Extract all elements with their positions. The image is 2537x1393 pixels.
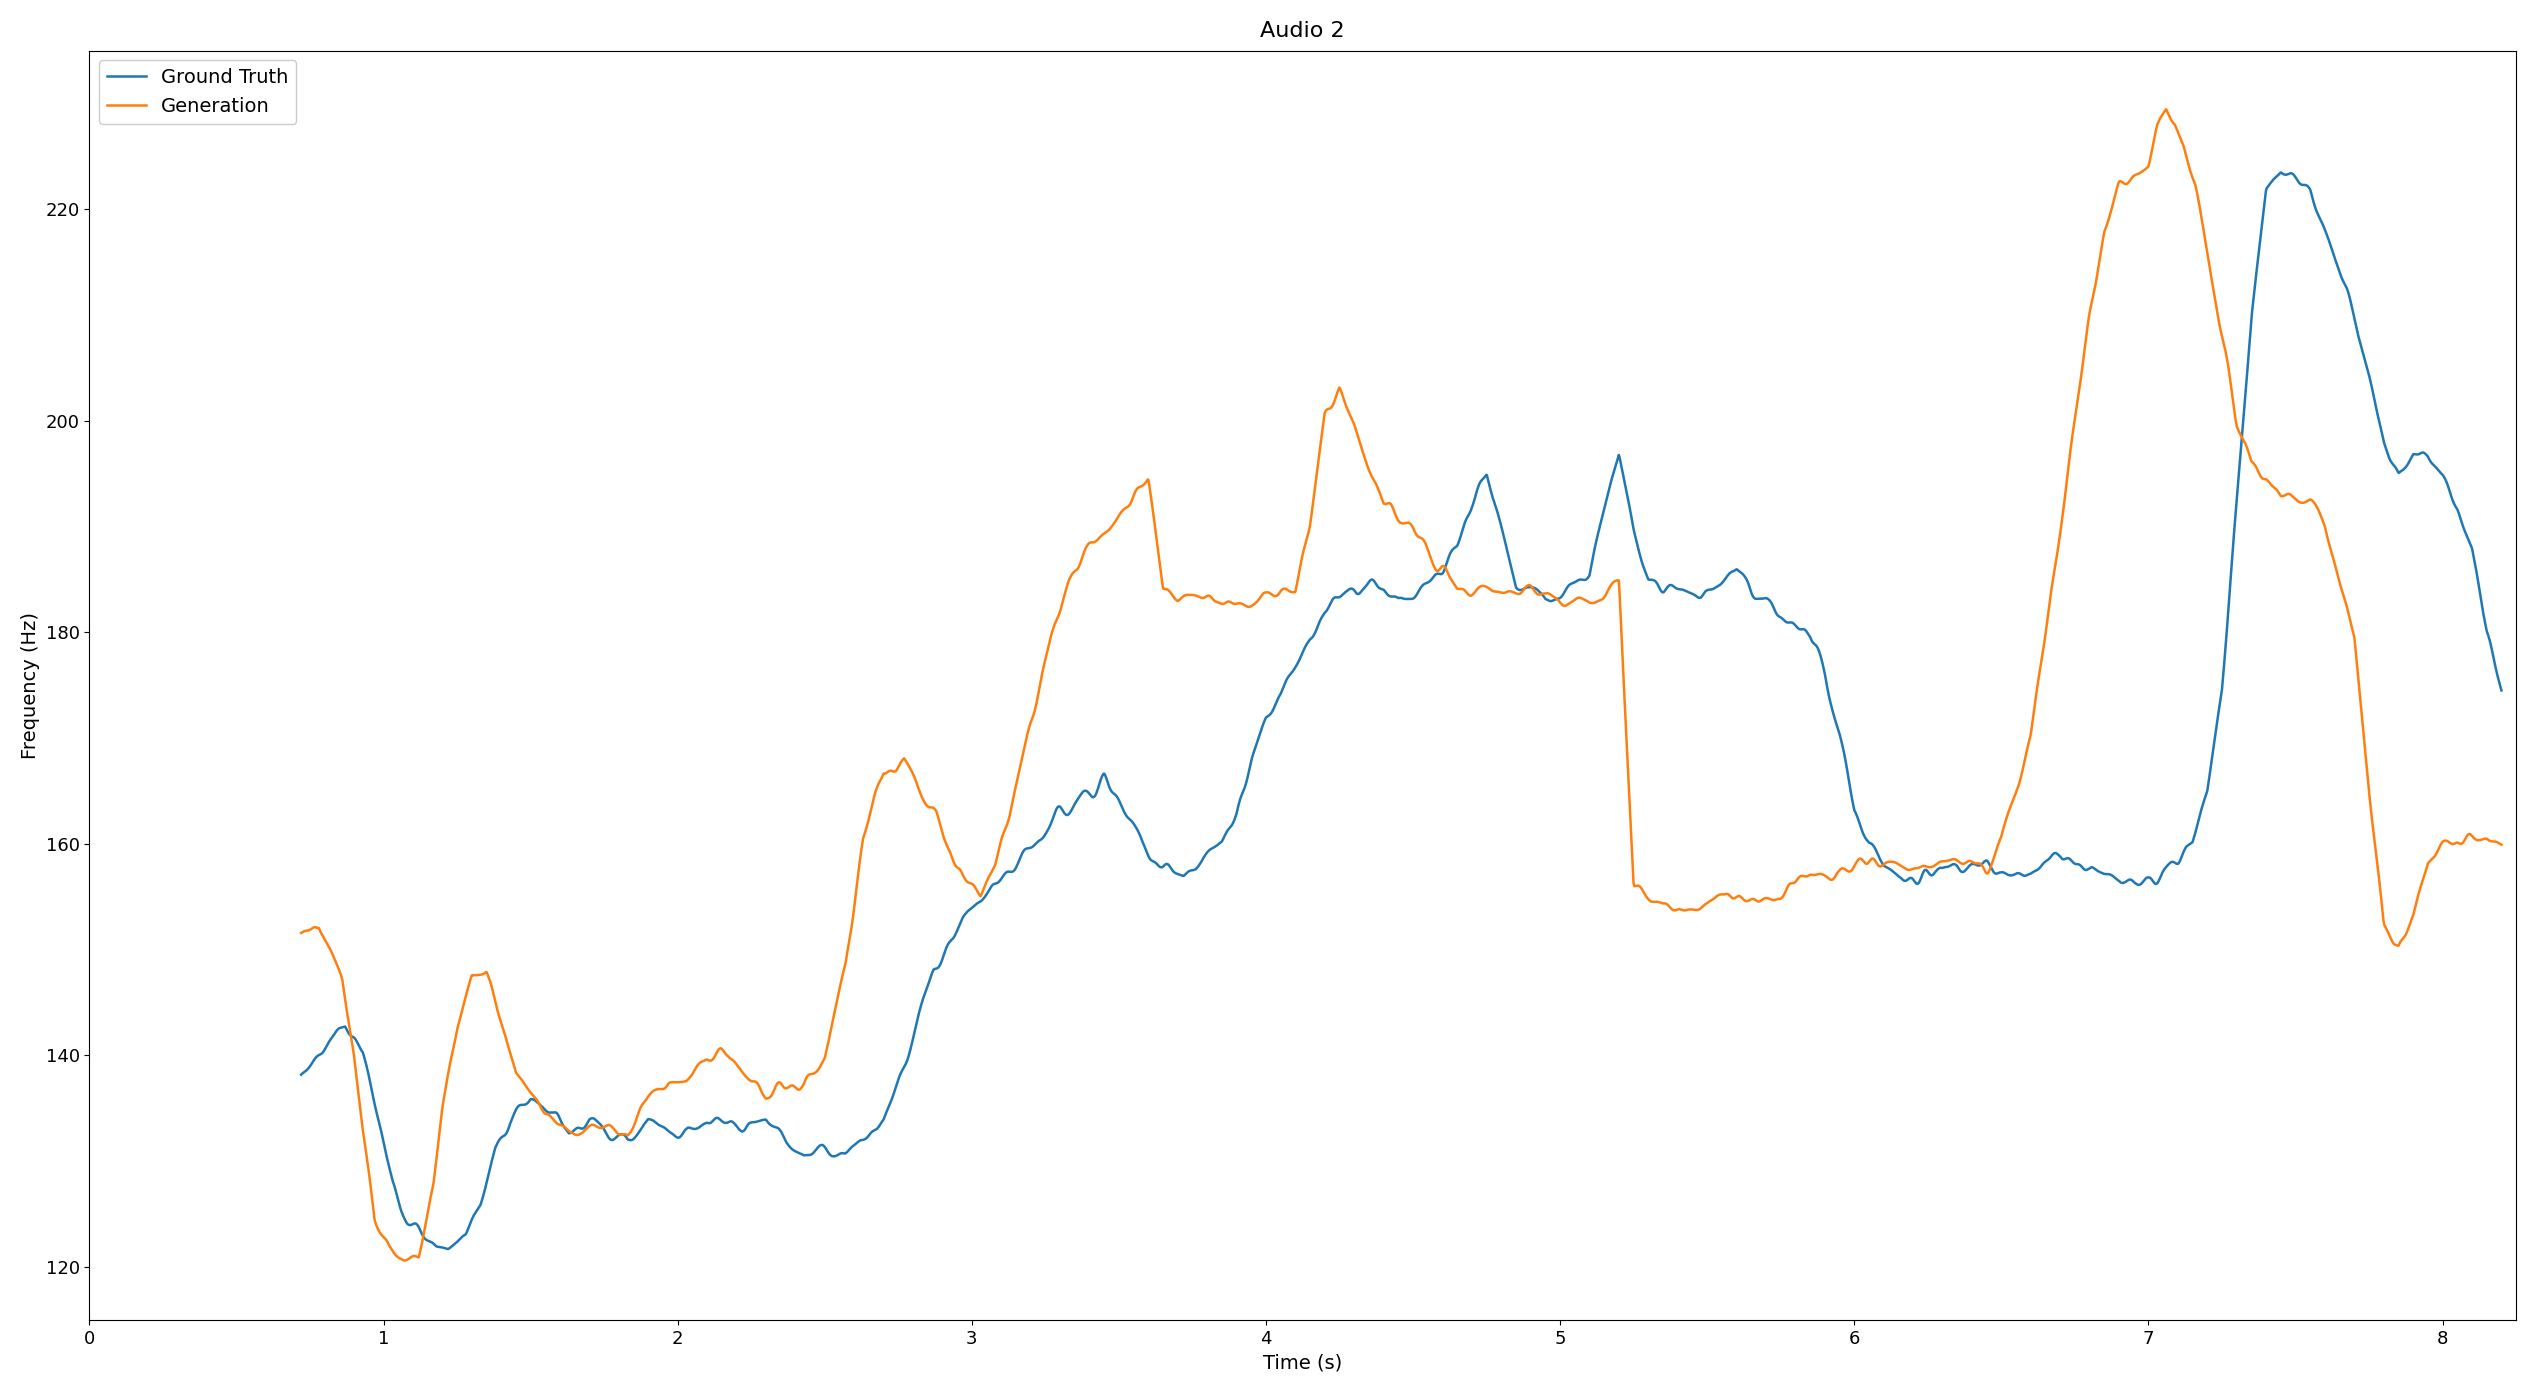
X-axis label: Time (s): Time (s) [1263, 1353, 1342, 1372]
Generation [667, 1074, 698, 1091]
Ground Truth [667, 1124, 698, 1141]
Line: Generation: Generation [302, 109, 2501, 1261]
Generation [388, 1252, 419, 1269]
Ground Truth [2207, 681, 2238, 698]
Ground Truth [434, 1241, 464, 1258]
Generation [2151, 100, 2182, 117]
Ground Truth [1132, 841, 1162, 858]
Ground Truth [538, 1105, 568, 1121]
Generation [2446, 836, 2476, 853]
Generation [287, 925, 317, 942]
Ground Truth [287, 1067, 317, 1084]
Ground Truth [2266, 164, 2296, 181]
Generation [2486, 836, 2517, 853]
Title: Audio 2: Audio 2 [1261, 21, 1345, 40]
Ground Truth [2486, 683, 2517, 699]
Generation [538, 1110, 568, 1127]
Ground Truth [2446, 507, 2476, 524]
Generation [2207, 330, 2238, 347]
Y-axis label: Frequency (Hz): Frequency (Hz) [20, 612, 41, 759]
Legend: Ground Truth, Generation: Ground Truth, Generation [99, 60, 297, 124]
Line: Ground Truth: Ground Truth [302, 173, 2501, 1250]
Generation [1132, 474, 1162, 490]
Ground Truth [1225, 788, 1256, 805]
Generation [1225, 595, 1256, 612]
